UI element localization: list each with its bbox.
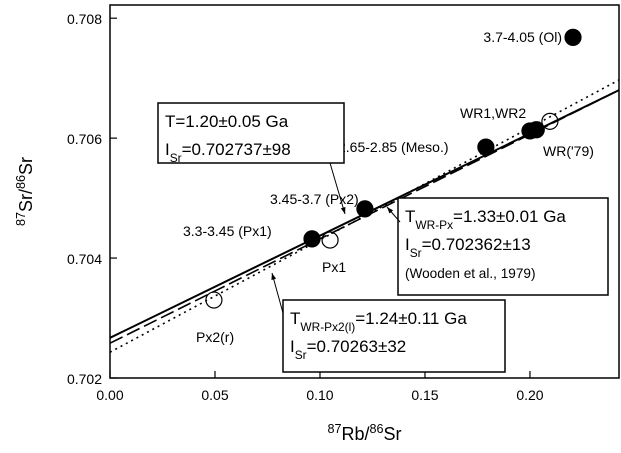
rich-text: TWR-Px2(l)=1.24±0.11 Ga (290, 309, 467, 334)
rich-text: T=1.20±0.05 Ga (165, 112, 289, 131)
rich-text: ISr=0.702362±13 (405, 235, 531, 260)
x-tick-label: 0.05 (201, 387, 228, 403)
rich-text: TWR-Px=1.33±0.01 Ga (405, 207, 566, 232)
point-label: 3.3-3.45 (Px1) (183, 223, 272, 239)
arrow-head (340, 207, 346, 214)
text-part: 86 (370, 422, 384, 436)
text-part: =0.702362±13 (422, 235, 531, 254)
point-label: Px1 (322, 259, 346, 275)
rich-text: ISr=0.702737±98 (165, 140, 291, 165)
fit-line (109, 79, 620, 353)
arrow-shaft (271, 272, 284, 314)
rich-text: (Wooden et al., 1979) (405, 266, 535, 281)
text-part: T (405, 207, 415, 226)
text-part: I (290, 337, 295, 356)
point-label: Px2(r) (196, 329, 234, 345)
text-part: 86 (14, 175, 28, 189)
y-tick-label: 0.702 (67, 371, 102, 387)
text-part: Sr (384, 424, 402, 444)
rich-text: 87Sr/86Sr (14, 157, 36, 226)
x-tick-label: 0.20 (516, 387, 543, 403)
point-label: WR1,WR2 (460, 105, 526, 121)
y-tick-label: 0.708 (67, 11, 102, 27)
text-part: I (165, 140, 170, 159)
rich-text: 87Rb/86Sr (327, 422, 401, 444)
text-part: Sr (410, 246, 422, 260)
annotation-box (397, 197, 609, 296)
rich-text: ISr=0.70263±32 (290, 337, 406, 362)
text-part: =1.33±0.01 Ga (453, 207, 566, 226)
x-tick-label: 0.00 (96, 387, 123, 403)
annotation-box (282, 299, 506, 373)
y-tick-label: 0.704 (67, 251, 102, 267)
point-label: 2.65-2.85 (Meso.) (338, 139, 449, 155)
point-label: 3.45-3.7 (Px2) (270, 191, 359, 207)
annotation-box (157, 102, 345, 164)
data-point (205, 291, 223, 309)
fit-line (109, 89, 620, 339)
text-part: =0.70263±32 (307, 337, 407, 356)
text-part: T (290, 309, 300, 328)
text-part: WR-Px (415, 218, 453, 232)
text-part: WR-Px2(l) (300, 320, 355, 334)
text-part: =0.702737±98 (182, 140, 291, 159)
data-point (564, 28, 582, 46)
arrow-head (271, 273, 277, 280)
text-part: =1.24±0.11 Ga (355, 309, 467, 328)
x-tick-label: 0.10 (306, 387, 333, 403)
point-label: 3.7-4.05 (Ol) (483, 29, 562, 45)
text-part: (Wooden et al., 1979) (405, 266, 535, 281)
text-part: Sr (170, 151, 182, 165)
arrow-shaft (329, 162, 346, 215)
text-part: 87 (327, 422, 341, 436)
arrow-head (387, 207, 394, 214)
plot-frame (109, 4, 620, 379)
text-part: T=1.20±0.05 Ga (165, 112, 289, 131)
y-tick-label: 0.706 (67, 131, 102, 147)
text-part: Sr/ (16, 189, 36, 212)
text-part: Rb/ (341, 424, 369, 444)
text-part: I (405, 235, 410, 254)
point-label: WR('79) (543, 143, 594, 159)
text-part: 87 (14, 212, 28, 226)
x-tick-label: 0.15 (411, 387, 438, 403)
text-part: Sr (16, 157, 36, 175)
text-part: Sr (295, 348, 307, 362)
